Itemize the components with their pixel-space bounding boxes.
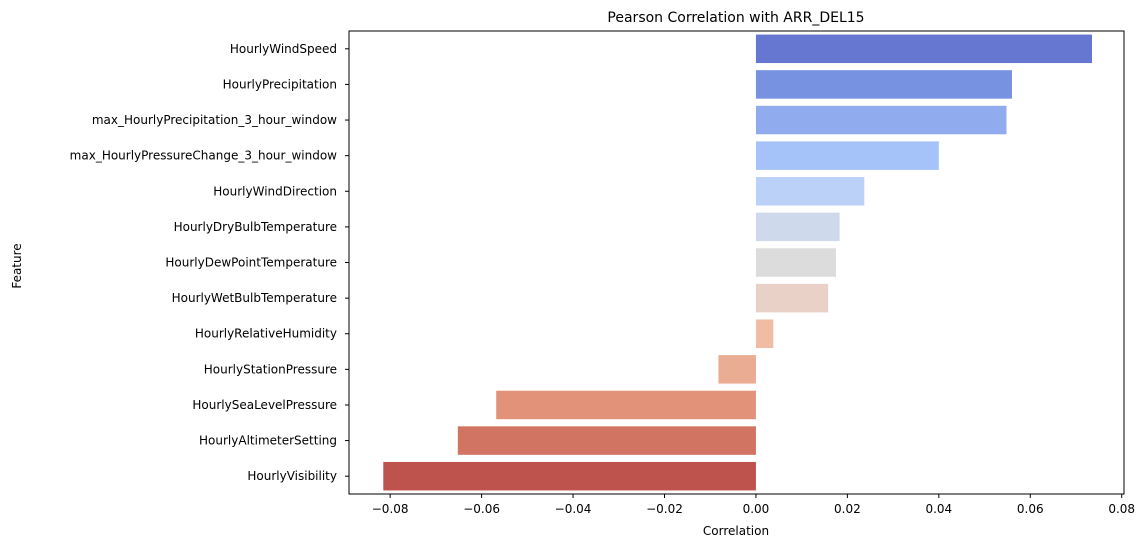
x-tick-label: −0.06 [463, 502, 500, 516]
chart-title: Pearson Correlation with ARR_DEL15 [607, 10, 864, 26]
y-tick-label: HourlyRelativeHumidity [195, 327, 337, 341]
y-tick-label: HourlyWindDirection [213, 184, 337, 198]
bar-HourlyDewPointTemperature [755, 248, 836, 277]
y-tick-label: HourlyDryBulbTemperature [174, 220, 337, 234]
bar-HourlyRelativeHumidity [755, 319, 774, 348]
bar-HourlyWindSpeed [755, 34, 1092, 64]
bar-HourlyPrecipitation [755, 70, 1012, 99]
y-tick-label: HourlyAltimeterSetting [199, 434, 337, 448]
x-ticks: −0.08 −0.06 −0.04 −0.02 0.00 0.02 0.04 0.06 0.08 [372, 494, 1135, 516]
y-tick-label: HourlyPrecipitation [223, 77, 337, 91]
y-tick-label: HourlyWetBulbTemperature [172, 291, 337, 305]
x-tick-label: −0.02 [646, 502, 683, 516]
bar-HourlyWindDirection [755, 177, 865, 206]
y-tick-labels: HourlyWindSpeed HourlyPrecipitation max_Ho… [70, 42, 349, 483]
bar-max_HourlyPrecipitation_3_hour_window [755, 105, 1007, 135]
bar-HourlyVisibility [383, 461, 756, 491]
bar-max_HourlyPressureChange_3_hour_window [755, 141, 939, 170]
x-tick-label: 0.02 [834, 502, 861, 516]
plot-frame [348, 30, 1125, 495]
bar-HourlySeaLevelPressure [496, 390, 756, 420]
x-tick-label: 0.06 [1017, 502, 1044, 516]
bar-HourlyAltimeterSetting [457, 426, 756, 455]
y-tick-label: HourlyDewPointTemperature [165, 256, 337, 270]
x-tick-label: 0.00 [743, 502, 770, 516]
bars-group [383, 34, 1092, 491]
x-tick-label: 0.04 [925, 502, 952, 516]
y-tick-label: max_HourlyPressureChange_3_hour_window [70, 149, 338, 163]
y-tick-label: HourlyWindSpeed [230, 42, 337, 56]
y-tick-label: HourlyVisibility [247, 469, 337, 483]
x-tick-label: −0.08 [372, 502, 409, 516]
y-tick-label: max_HourlyPrecipitation_3_hour_window [92, 113, 337, 127]
y-axis-title: Feature [10, 243, 24, 288]
x-tick-label: −0.04 [555, 502, 592, 516]
bar-HourlyWetBulbTemperature [755, 283, 829, 313]
y-tick-label: HourlySeaLevelPressure [192, 398, 337, 412]
x-tick-label: 0.08 [1108, 502, 1135, 516]
y-tick-label: HourlyStationPressure [204, 362, 337, 376]
x-axis-title: Correlation [703, 524, 769, 538]
bar-HourlyDryBulbTemperature [755, 212, 840, 242]
bar-HourlyStationPressure [718, 355, 756, 384]
